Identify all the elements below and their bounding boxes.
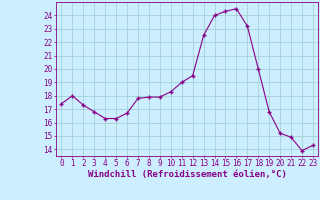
X-axis label: Windchill (Refroidissement éolien,°C): Windchill (Refroidissement éolien,°C): [88, 170, 287, 179]
